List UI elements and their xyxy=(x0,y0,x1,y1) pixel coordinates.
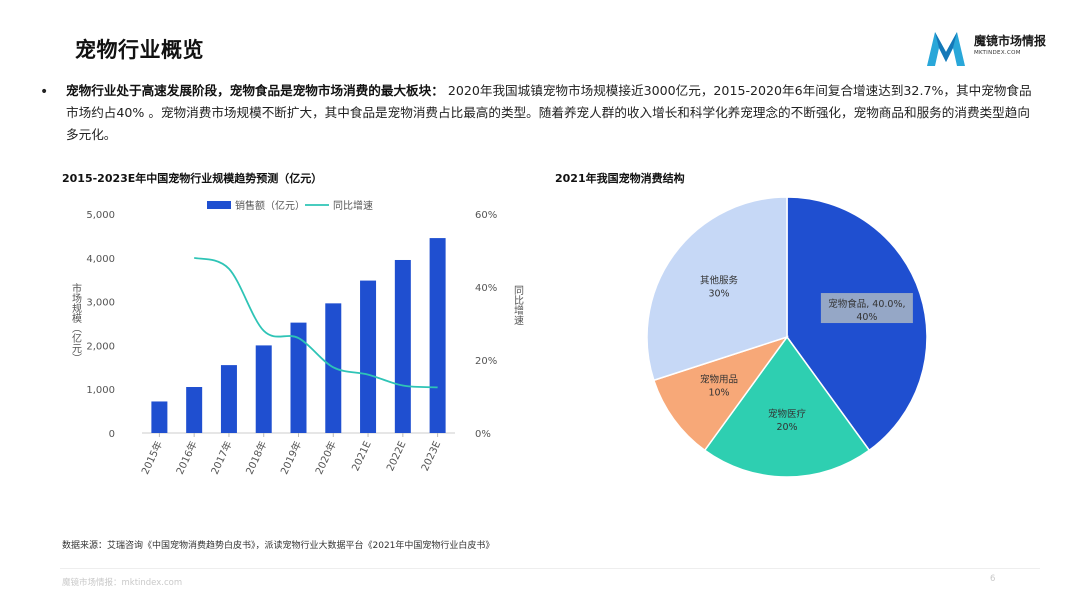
x-tick-label: 2015年 xyxy=(138,439,165,477)
pie-slice-label: 其他服务 xyxy=(700,275,739,287)
y-tick-label: 1,000 xyxy=(86,385,115,396)
growth-line xyxy=(193,256,438,389)
bar xyxy=(151,401,168,433)
pie-slice xyxy=(703,335,871,478)
page-title: 宠物行业概览 xyxy=(75,38,204,62)
pie-label-highlight xyxy=(820,293,913,324)
x-tick-label: 2019年 xyxy=(277,439,304,477)
bar xyxy=(290,322,307,433)
pie-slice xyxy=(652,335,789,452)
bar xyxy=(360,280,377,433)
x-tick-label: 2016年 xyxy=(173,439,200,477)
pie-chart-title: 2021年我国宠物消费结构 xyxy=(555,172,685,185)
data-source: 数据来源：艾瑞咨询《中国宠物消费趋势白皮书》，派读宠物行业大数据平台《2021年… xyxy=(62,541,495,551)
legend-bar-swatch xyxy=(207,201,231,209)
y-tick-label: 2,000 xyxy=(86,341,115,352)
bullet-icon: • xyxy=(40,84,49,100)
y-right-tick-label: 40% xyxy=(475,283,497,294)
y-right-tick-label: 20% xyxy=(475,356,497,367)
bar xyxy=(255,345,272,433)
bar xyxy=(220,365,237,433)
y-tick-label: 0 xyxy=(109,429,115,440)
legend-line-label: 同比增速 xyxy=(333,199,373,212)
y-tick-label: 3,000 xyxy=(86,298,115,309)
logo-m-icon xyxy=(927,32,965,66)
legend-bar-label: 销售额（亿元） xyxy=(235,199,305,212)
bar-chart-title: 2015-2023E年中国宠物行业规模趋势预测（亿元） xyxy=(62,172,323,185)
x-tick-label: 2021E xyxy=(350,440,373,473)
summary-lead: 宠物行业处于高速发展阶段，宠物食品是宠物市场消费的最大板块： xyxy=(66,83,444,98)
bar xyxy=(186,387,203,433)
x-tick-label: 2020年 xyxy=(312,439,339,477)
brand-name: 魔镜市场情报 xyxy=(974,34,1047,48)
pie-slice-percent: 20% xyxy=(776,422,797,433)
summary-paragraph: 宠物行业处于高速发展阶段，宠物食品是宠物市场消费的最大板块： 2020年我国城镇… xyxy=(66,80,1041,146)
y-tick-label: 4,000 xyxy=(86,254,115,265)
pie-slice xyxy=(646,196,788,382)
pie-slice-percent: 30% xyxy=(708,289,729,300)
pie-slice-label: 宠物医疗 xyxy=(768,408,807,420)
brand-domain: MKTINDEX.COM xyxy=(974,50,1021,56)
x-tick-label: 2023E xyxy=(420,440,443,473)
x-tick-label: 2017年 xyxy=(208,439,235,477)
pie-slice-percent: 40% xyxy=(856,312,877,323)
summary-body: 2020年我国城镇宠物市场规模接近3000亿元，2015-2020年6年间复合增… xyxy=(66,83,1032,142)
footer-divider xyxy=(60,568,1040,569)
pie-slice-percent: 10% xyxy=(708,387,729,398)
y-right-axis-title: 同比增速 xyxy=(512,285,524,325)
pie-slice-label: 宠物用品 xyxy=(700,373,738,385)
x-tick-label: 2018年 xyxy=(243,439,270,477)
page-number: 6 xyxy=(990,574,996,584)
y-axis-title: 市场规模（亿元） xyxy=(70,282,82,363)
y-right-tick-label: 60% xyxy=(475,210,497,221)
pie-chart: 宠物食品, 40.0%, 40% 宠物医疗 20% 宠物用品 10% 其他服务 30% xyxy=(646,196,928,478)
bar xyxy=(394,259,411,433)
x-tick-label: 2022E xyxy=(385,440,408,473)
y-tick-label: 5,000 xyxy=(86,210,115,221)
bar xyxy=(429,238,446,433)
y-right-tick-label: 0% xyxy=(475,429,491,440)
pie-slice xyxy=(786,196,928,452)
footer-site: 魔镜市场情报：mktindex.com xyxy=(62,578,183,588)
pie-slice-label: 宠物食品, 40.0%, xyxy=(828,298,905,310)
brand-logo: 魔镜市场情报 MKTINDEX.COM xyxy=(924,26,1064,70)
bar-line-chart: 0 1,000 2,000 3,000 4,000 5,000 0% 20% 40% 60% 市场规… xyxy=(70,199,524,477)
